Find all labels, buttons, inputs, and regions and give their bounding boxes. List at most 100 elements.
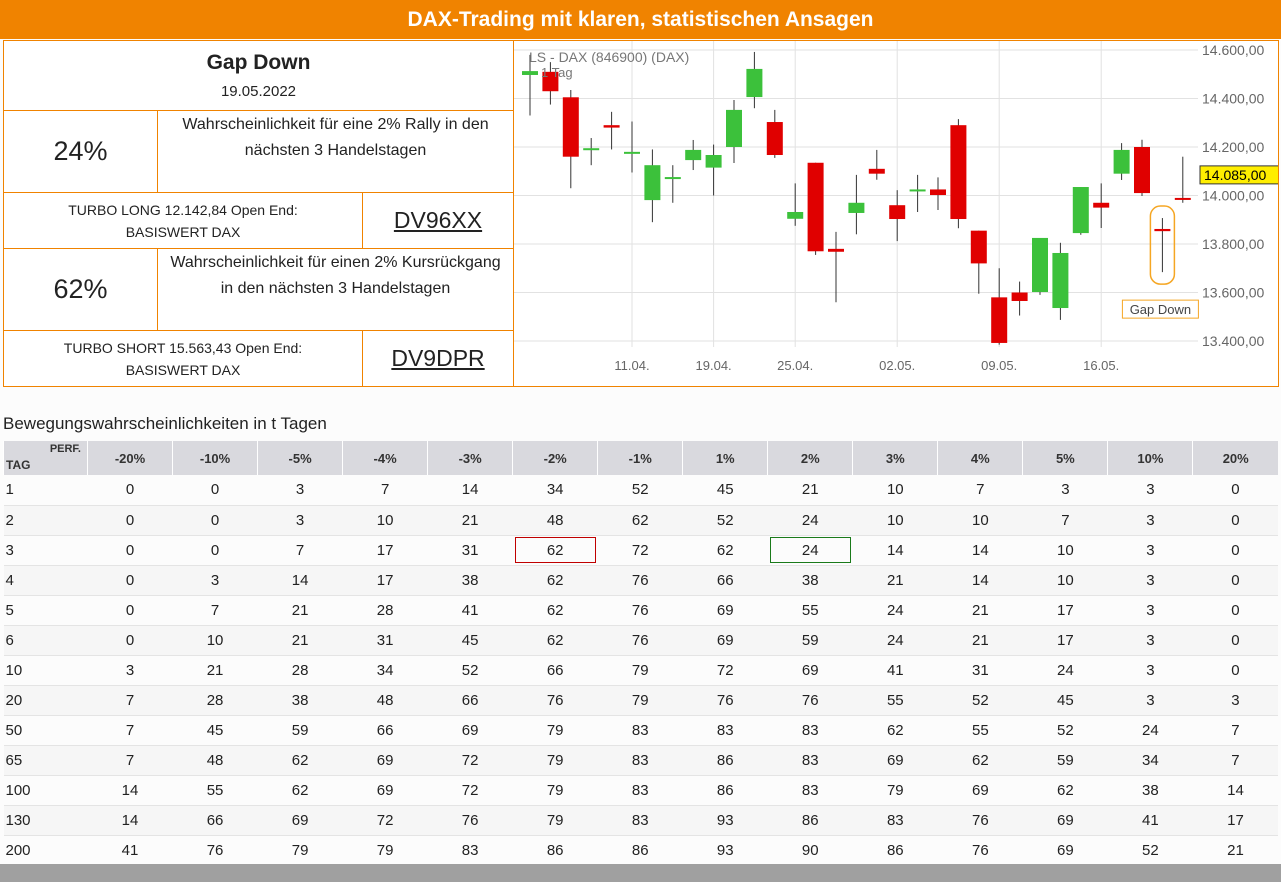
value-cell: 83 [597, 775, 683, 806]
table-row: 2 0 0 3 10 21 48 62 52 24 10 10 7 3 0 [3, 505, 1278, 536]
x-tick-label: 11.04. [614, 358, 649, 373]
annotation-highlight [1149, 205, 1176, 285]
value-cell: 62 [512, 565, 598, 596]
table-row: 65 7 48 62 69 72 79 83 86 83 69 62 59 34 7 [3, 745, 1278, 776]
value-cell: 83 [597, 805, 683, 836]
value-cell: 21 [257, 625, 343, 656]
value-cell: 7 [1022, 505, 1108, 536]
value-cell: 14 [937, 565, 1023, 596]
value-cell: 79 [852, 775, 938, 806]
column-header: 1% [682, 441, 768, 475]
value-cell: 0 [1192, 475, 1278, 506]
value-cell: 0 [87, 595, 173, 626]
value-cell: 3 [1022, 475, 1108, 506]
y-tick-label: 13.800,00 [1202, 236, 1264, 252]
value-cell: 24 [852, 595, 938, 626]
candle-body [909, 189, 926, 192]
candle-body [664, 177, 681, 180]
value-cell: 62 [682, 535, 768, 566]
short-product-line: BASISWERT DAX [125, 361, 241, 378]
column-header: 5% [1022, 441, 1108, 475]
value-cell: 83 [597, 715, 683, 746]
value-cell: 76 [682, 685, 768, 716]
value-cell: 76 [597, 565, 683, 596]
value-cell: 10 [172, 625, 258, 656]
value-cell: 24 [767, 505, 853, 536]
value-cell: 83 [767, 745, 853, 776]
corner-cell: PERF. TAG [3, 441, 88, 475]
value-cell: 79 [257, 835, 343, 866]
value-cell: 79 [512, 745, 598, 776]
day-cell: 100 [3, 775, 88, 806]
candle-body [1032, 237, 1048, 293]
value-cell: 38 [427, 565, 513, 596]
value-cell: 3 [1192, 685, 1278, 716]
value-cell: 48 [342, 685, 428, 716]
value-cell: 7 [1192, 715, 1278, 746]
value-cell: 34 [342, 655, 428, 686]
value-cell: 55 [172, 775, 258, 806]
table-row: 3 0 0 7 17 31 62 72 62 24 14 14 10 3 0 [3, 535, 1278, 566]
candle-body [868, 168, 885, 174]
value-cell: 59 [767, 625, 853, 656]
value-cell: 72 [427, 775, 513, 806]
value-cell: 14 [87, 775, 173, 806]
day-cell: 65 [3, 745, 88, 776]
value-cell: 69 [682, 595, 768, 626]
long-code-link[interactable]: DV96XX [393, 207, 483, 233]
value-cell: 72 [342, 805, 428, 836]
y-tick-label: 14.400,00 [1202, 91, 1264, 107]
value-cell: 48 [172, 745, 258, 776]
value-cell: 14 [1192, 775, 1278, 806]
signal-title: Gap Down [206, 51, 311, 74]
candle-body [766, 122, 783, 156]
table-row: 130 14 66 69 72 76 79 83 93 86 83 76 69 41 17 [3, 805, 1278, 836]
x-tick-label: 09.05. [981, 358, 1017, 373]
value-cell: 45 [427, 625, 513, 656]
value-cell: 14 [937, 535, 1023, 566]
table-row: 100 14 55 62 69 72 79 83 86 83 79 69 62 38 14 [3, 775, 1278, 806]
table-row: 5 0 7 21 28 41 62 76 69 55 24 21 17 3 0 [3, 595, 1278, 626]
value-cell: 69 [342, 745, 428, 776]
value-cell: 21 [767, 475, 853, 506]
value-cell: 62 [512, 595, 598, 626]
value-cell: 0 [1192, 655, 1278, 686]
value-cell: 31 [342, 625, 428, 656]
value-cell: 86 [852, 835, 938, 866]
candle-body [970, 230, 987, 264]
value-cell: 69 [682, 625, 768, 656]
short-code-link[interactable]: DV9DPR [391, 345, 485, 371]
table-title: Bewegungswahrscheinlichkeiten in t Tagen [3, 414, 327, 433]
value-cell: 7 [87, 685, 173, 716]
value-cell: 3 [1107, 655, 1193, 686]
value-cell: 41 [852, 655, 938, 686]
value-cell: 76 [512, 685, 598, 716]
value-cell: 41 [87, 835, 173, 866]
column-header: 10% [1107, 441, 1193, 475]
value-cell: 3 [1107, 535, 1193, 566]
value-cell: 69 [342, 775, 428, 806]
value-cell: 76 [597, 625, 683, 656]
day-cell: 50 [3, 715, 88, 746]
value-cell: 10 [1022, 535, 1108, 566]
value-cell: 59 [1022, 745, 1108, 776]
value-cell: 59 [257, 715, 343, 746]
x-tick-label: 25.04. [777, 358, 813, 373]
candle-body [1154, 228, 1171, 232]
candle-body [562, 97, 579, 157]
day-cell: 10 [3, 655, 88, 686]
value-cell: 62 [512, 625, 598, 656]
value-cell: 79 [342, 835, 428, 866]
candle-body [705, 155, 722, 168]
value-cell: 0 [87, 505, 173, 536]
value-cell: 62 [937, 745, 1023, 776]
value-cell: 45 [682, 475, 768, 506]
table-row: 50 7 45 59 66 69 79 83 83 83 62 55 52 24 7 [3, 715, 1278, 746]
value-cell: 41 [1107, 805, 1193, 836]
annotation-box [1121, 299, 1199, 319]
day-cell: 200 [3, 835, 88, 866]
value-cell: 7 [1192, 745, 1278, 776]
value-cell: 93 [682, 835, 768, 866]
value-cell: 10 [937, 505, 1023, 536]
value-cell: 0 [172, 505, 258, 536]
